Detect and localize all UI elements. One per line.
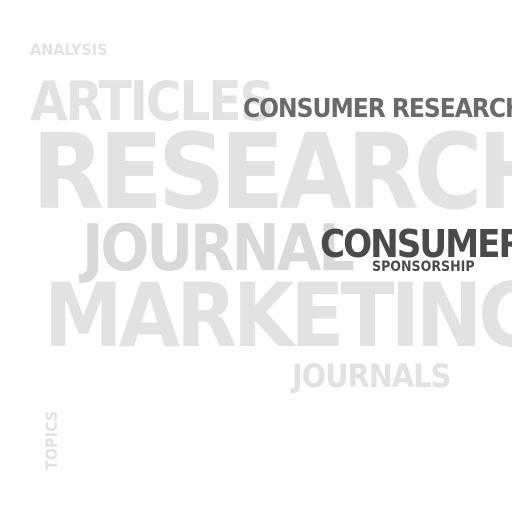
word-consumer: CONSUMER <box>320 222 512 266</box>
word-analysis: ANALYSIS <box>30 40 108 59</box>
word-marketing: MARKETING <box>44 264 512 367</box>
word-consumer-research: CONSUMER RESEARCH <box>243 94 512 124</box>
word-topics: TOPICS <box>42 410 61 470</box>
word-journals: JOURNALS <box>292 357 451 395</box>
word-journal: JOURNAL <box>82 212 355 286</box>
word-research: RESEARCH <box>32 111 512 233</box>
word-articles: ARTICLES <box>30 70 275 133</box>
word-sponsorship: SPONSORSHIP <box>372 259 475 275</box>
